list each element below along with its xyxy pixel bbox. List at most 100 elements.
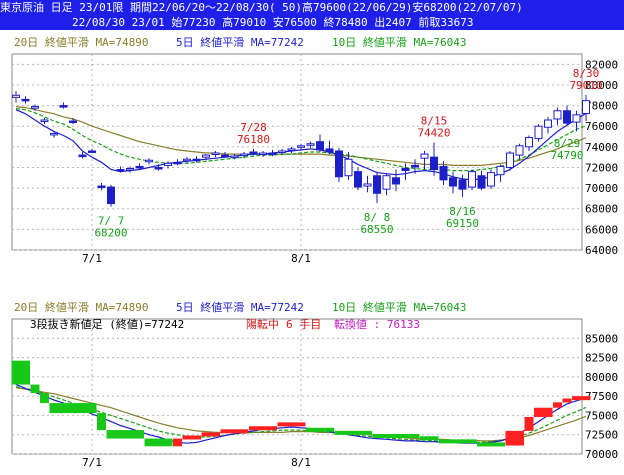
- candle-body: [382, 175, 391, 190]
- annotation-value: 74790: [550, 149, 583, 162]
- break-brick: [40, 393, 49, 404]
- candle-body: [306, 143, 315, 146]
- annotation-date: 8/15: [421, 115, 448, 128]
- candle-body: [439, 165, 448, 181]
- break-brick: [173, 438, 182, 447]
- y-tick-label: 72500: [585, 429, 618, 442]
- candle-body: [145, 159, 153, 163]
- break-brick: [306, 427, 334, 432]
- ma20-line: [15, 106, 587, 166]
- candle-body: [468, 171, 476, 188]
- break-brick: [144, 438, 173, 447]
- candle-body: [230, 155, 239, 159]
- annotation-value: 76180: [237, 133, 270, 146]
- candle-body: [373, 175, 381, 194]
- y-tick-label: 78000: [585, 100, 618, 113]
- candle-body: [221, 154, 229, 158]
- header-quote: 22/08/30 23/01 始77230 高79010 安76500 終784…: [0, 15, 624, 30]
- break-brick: [505, 430, 524, 446]
- ma20-line: [15, 387, 587, 442]
- break-info-count: 6 手目: [286, 317, 321, 331]
- annotation-date: 8/ 8: [364, 211, 391, 224]
- y-tick-label: 70000: [585, 182, 618, 195]
- candle-body: [249, 151, 258, 154]
- legend-entry: 10日 終値平滑 MA=76043: [332, 35, 466, 49]
- annotation-value: 68550: [360, 223, 393, 236]
- candle-body: [40, 119, 49, 123]
- break-brick: [534, 407, 553, 417]
- break-info-state: 陽転中: [246, 318, 279, 331]
- candle-body: [202, 154, 210, 158]
- y-tick-label: 76000: [585, 120, 618, 133]
- annotation-date: 7/ 7: [98, 215, 125, 228]
- candle-body: [173, 161, 182, 165]
- y-tick-label: 85000: [585, 332, 618, 345]
- header-summary: 東京原油 日足 23/01限 期間22/06/20～22/08/30( 50)高…: [0, 0, 624, 15]
- break-brick: [201, 432, 220, 437]
- break-info-prefix: 3段抜き新値足 (終値)=77242: [30, 317, 184, 331]
- candle-body: [211, 152, 220, 156]
- break-brick: [562, 398, 572, 403]
- y-tick-label: 70000: [585, 448, 618, 461]
- annotation-date: 8/30: [573, 67, 600, 80]
- candle-body: [449, 177, 457, 187]
- y-tick-label: 74000: [585, 141, 618, 154]
- candlestick-chart: 64000 66000 68000 70000 72000 74000 76000 78000…: [11, 35, 618, 265]
- candle-body: [97, 185, 106, 189]
- y-tick-label: 77500: [585, 390, 618, 403]
- break-brick: [439, 439, 477, 444]
- break-brick: [30, 384, 40, 394]
- candle-body: [164, 162, 172, 166]
- break-brick: [182, 435, 201, 440]
- legend-entry: 20日 終値平滑 MA=74890: [14, 300, 148, 314]
- candle-body: [297, 145, 305, 148]
- candle-body: [392, 177, 400, 185]
- break-brick: [249, 426, 277, 431]
- candle-body: [116, 169, 125, 172]
- candle-body: [344, 158, 353, 177]
- candle-body: [50, 132, 58, 136]
- candle-body: [506, 152, 514, 168]
- x-tick-label: 8/1: [291, 252, 311, 265]
- annotation-value: 79010: [569, 79, 602, 92]
- break-brick: [420, 436, 439, 441]
- break-brick: [106, 430, 144, 439]
- annotation-date: 8/16: [449, 205, 476, 218]
- candle-body: [572, 114, 581, 123]
- plot-area: [11, 318, 583, 455]
- candle-body: [335, 150, 343, 178]
- break-brick: [97, 413, 106, 431]
- candle-body: [135, 165, 144, 169]
- candle-body: [107, 186, 115, 205]
- candle-body: [192, 158, 201, 162]
- candle-body: [363, 183, 372, 187]
- candle-body: [515, 145, 524, 156]
- y-tick-label: 80000: [585, 371, 618, 384]
- y-tick-label: 64000: [585, 244, 618, 257]
- candle-body: [430, 156, 438, 171]
- candle-body: [420, 153, 429, 159]
- candle-body: [287, 148, 296, 151]
- y-tick-label: 80000: [585, 79, 618, 92]
- candle-body: [525, 137, 533, 148]
- break-brick: [49, 403, 97, 414]
- candle-body: [496, 165, 505, 176]
- y-tick-label: 72000: [585, 161, 618, 174]
- three-line-break-chart: 70000 72500 75000 77500 80000 82500 85000 7/1 8/…: [11, 300, 618, 469]
- candle-body: [240, 153, 248, 157]
- candle-body: [354, 171, 362, 188]
- annotation-date: 8/29: [554, 137, 581, 150]
- candle-body: [411, 164, 419, 168]
- candle-body: [582, 100, 590, 115]
- break-info-switch: 転換値 : 76133: [334, 318, 420, 331]
- break-brick: [477, 442, 505, 447]
- candle-body: [88, 150, 96, 153]
- legend-entry: 20日 終値平滑 MA=74890: [14, 35, 148, 49]
- ma10-line: [15, 108, 587, 172]
- candle-body: [183, 158, 191, 162]
- x-tick-label: 7/1: [82, 252, 102, 265]
- break-brick: [220, 429, 249, 434]
- candle-body: [458, 179, 467, 190]
- candle-body: [12, 94, 20, 98]
- plot-area: [11, 53, 583, 251]
